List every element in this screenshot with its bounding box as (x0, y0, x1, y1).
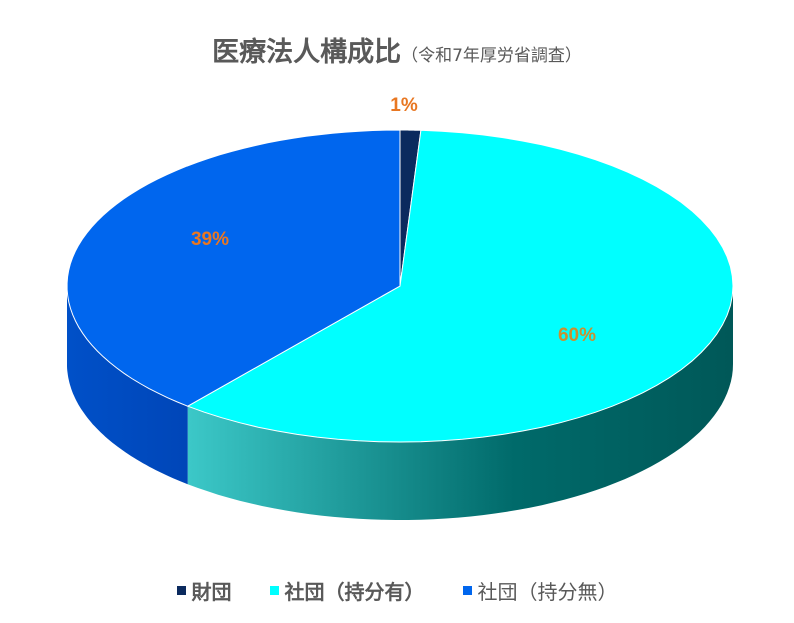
legend-item-1: 社団（持分有） (269, 576, 425, 605)
title-text: 医療法人構成比 (212, 37, 402, 68)
legend-item-0: 財団 (176, 576, 232, 605)
legend-label: 社団（持分無） (477, 580, 618, 604)
legend-label: 社団（持分有） (284, 580, 425, 604)
legend-swatch (176, 586, 186, 595)
slice-1 (186, 129, 734, 443)
data-label-1: 60% (558, 325, 596, 346)
legend: 財団 社団（持分有） 社団（持分無） (0, 576, 794, 605)
legend-item-2: 社団（持分無） (462, 576, 618, 605)
legend-label: 財団 (191, 580, 232, 604)
chart-title: 医療法人構成比（令和7年厚労省調査） (0, 30, 794, 69)
legend-swatch (269, 586, 279, 595)
legend-swatch (462, 586, 472, 595)
slice-side-2 (67, 286, 188, 485)
subtitle-text: （令和7年厚労省調査） (401, 46, 582, 66)
data-label-0: 1% (390, 95, 418, 116)
slice-2 (66, 129, 401, 407)
slice-side-1 (187, 286, 733, 520)
data-label-2: 39% (191, 229, 229, 250)
